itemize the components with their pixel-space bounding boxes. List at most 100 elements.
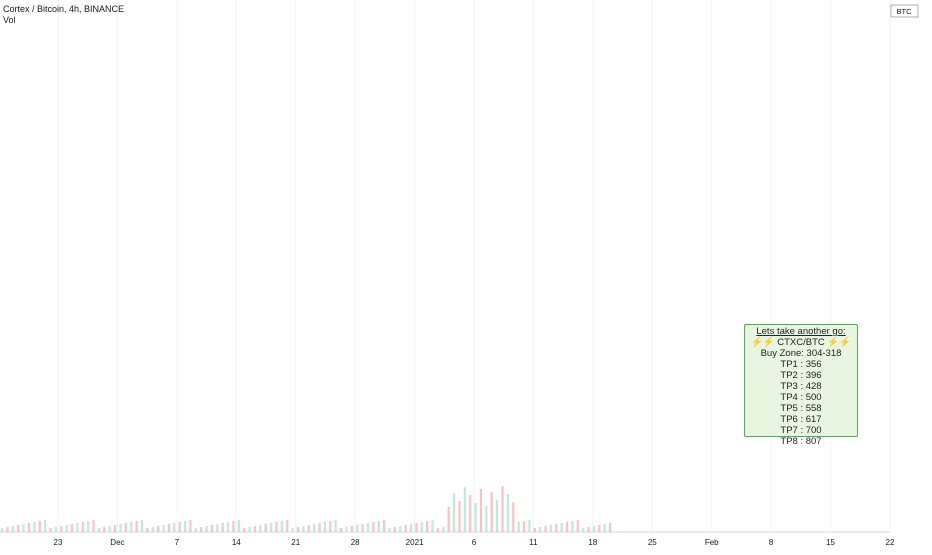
x-tick-label: 2021 bbox=[406, 538, 424, 547]
note-line: TP7 : 700 bbox=[780, 425, 822, 436]
volume-bar bbox=[404, 525, 407, 532]
volume-bar bbox=[458, 501, 461, 532]
volume-bar bbox=[533, 528, 536, 532]
volume-bar bbox=[216, 524, 219, 532]
x-tick-label: 8 bbox=[769, 538, 774, 547]
volume-bar bbox=[393, 527, 396, 532]
volume-bar bbox=[205, 526, 208, 532]
volume-bar bbox=[506, 494, 509, 532]
volume-bar bbox=[200, 527, 203, 532]
volume-bar bbox=[377, 521, 380, 532]
volume-bar bbox=[11, 526, 14, 532]
x-tick-label: 6 bbox=[472, 538, 477, 547]
volume-bar bbox=[70, 524, 74, 532]
volume-bar bbox=[237, 520, 240, 532]
volume-bar bbox=[130, 522, 133, 532]
currency-label: BTC bbox=[897, 7, 913, 16]
volume-bar bbox=[259, 525, 262, 532]
volume-bar bbox=[135, 521, 138, 532]
volume-bar bbox=[302, 526, 305, 532]
currency-badge bbox=[890, 4, 919, 18]
volume-bar bbox=[582, 528, 585, 532]
volume-bar bbox=[286, 520, 289, 532]
volume-bar bbox=[87, 521, 90, 532]
volume-bar bbox=[447, 507, 450, 532]
volume-bar bbox=[350, 526, 353, 532]
volume-bar bbox=[6, 527, 9, 532]
volume-bar bbox=[270, 523, 273, 532]
volume-bar bbox=[65, 525, 68, 532]
volume-bar bbox=[210, 525, 214, 532]
volume-bar bbox=[92, 520, 95, 532]
volume-bar bbox=[576, 520, 579, 532]
volume-bar bbox=[248, 527, 251, 532]
volume-bar bbox=[517, 522, 520, 532]
volume-bar bbox=[1, 528, 4, 532]
volume-bar bbox=[560, 523, 563, 532]
volume-bar bbox=[33, 522, 36, 532]
x-tick-label: 15 bbox=[826, 538, 835, 547]
x-tick-label: 23 bbox=[54, 538, 63, 547]
volume-bar bbox=[334, 520, 337, 532]
volume-bar bbox=[157, 526, 160, 532]
volume-bar bbox=[60, 526, 63, 532]
volume-bar bbox=[280, 521, 283, 532]
volume-bar bbox=[485, 506, 488, 532]
note-line: ⚡⚡ CTXC/BTC ⚡⚡ bbox=[750, 337, 852, 348]
x-tick-label: 7 bbox=[175, 538, 180, 547]
trade-note[interactable]: Lets take another go: ⚡⚡ CTXC/BTC ⚡⚡ Buy Z… bbox=[744, 324, 858, 447]
note-line: Buy Zone: 304-318 bbox=[760, 348, 842, 359]
volume-bar bbox=[38, 521, 41, 532]
volume-bar bbox=[490, 492, 493, 532]
note-line: TP2 : 396 bbox=[780, 370, 822, 381]
volume-bar bbox=[151, 527, 154, 532]
volume-bar bbox=[361, 524, 364, 532]
volume-bar bbox=[313, 524, 316, 532]
volume-bar bbox=[167, 524, 170, 532]
volume-bar bbox=[496, 500, 499, 532]
volume-bar bbox=[76, 523, 79, 532]
x-tick-label: Feb bbox=[705, 538, 719, 547]
volume-bar bbox=[44, 520, 47, 532]
volume-bar bbox=[452, 493, 456, 532]
volume-bar bbox=[372, 522, 375, 532]
volume-bar bbox=[140, 520, 144, 532]
volume-bar bbox=[226, 522, 230, 532]
volume-bar bbox=[232, 521, 235, 532]
volume-bar bbox=[49, 528, 52, 532]
volume-bar bbox=[119, 524, 122, 532]
volume-bar bbox=[609, 523, 612, 532]
volume-bar bbox=[549, 525, 553, 532]
volume-bar bbox=[162, 525, 165, 532]
volume-bar bbox=[253, 526, 257, 532]
volume-bar bbox=[598, 525, 601, 532]
volume-bar bbox=[323, 522, 327, 532]
volume-bar bbox=[108, 526, 111, 532]
volume-bar bbox=[555, 524, 558, 532]
note-line: TP1 : 356 bbox=[780, 359, 822, 370]
volume-bar bbox=[307, 525, 310, 532]
volume-bar bbox=[592, 526, 596, 532]
note-line: TP6 : 617 bbox=[780, 414, 822, 425]
volume-bar bbox=[264, 524, 267, 532]
volume-bar bbox=[81, 522, 84, 532]
volume-bar bbox=[183, 521, 187, 532]
volume-bar bbox=[124, 523, 127, 532]
volume-bar bbox=[221, 523, 224, 532]
volume-bar bbox=[399, 526, 402, 532]
volume-bar bbox=[539, 527, 542, 532]
volume-bar bbox=[544, 526, 547, 532]
volume-bar bbox=[318, 523, 321, 532]
volume-bar bbox=[275, 522, 278, 532]
volume-bar bbox=[113, 525, 117, 532]
volume-bar bbox=[587, 527, 590, 532]
volume-bar bbox=[17, 525, 20, 532]
volume-bar bbox=[415, 523, 418, 532]
volume-bar bbox=[469, 495, 472, 532]
note-line: TP8 : 807 bbox=[780, 436, 822, 447]
volume-bar bbox=[366, 523, 370, 532]
volume-bar bbox=[522, 521, 526, 532]
volume-bar bbox=[296, 527, 300, 532]
